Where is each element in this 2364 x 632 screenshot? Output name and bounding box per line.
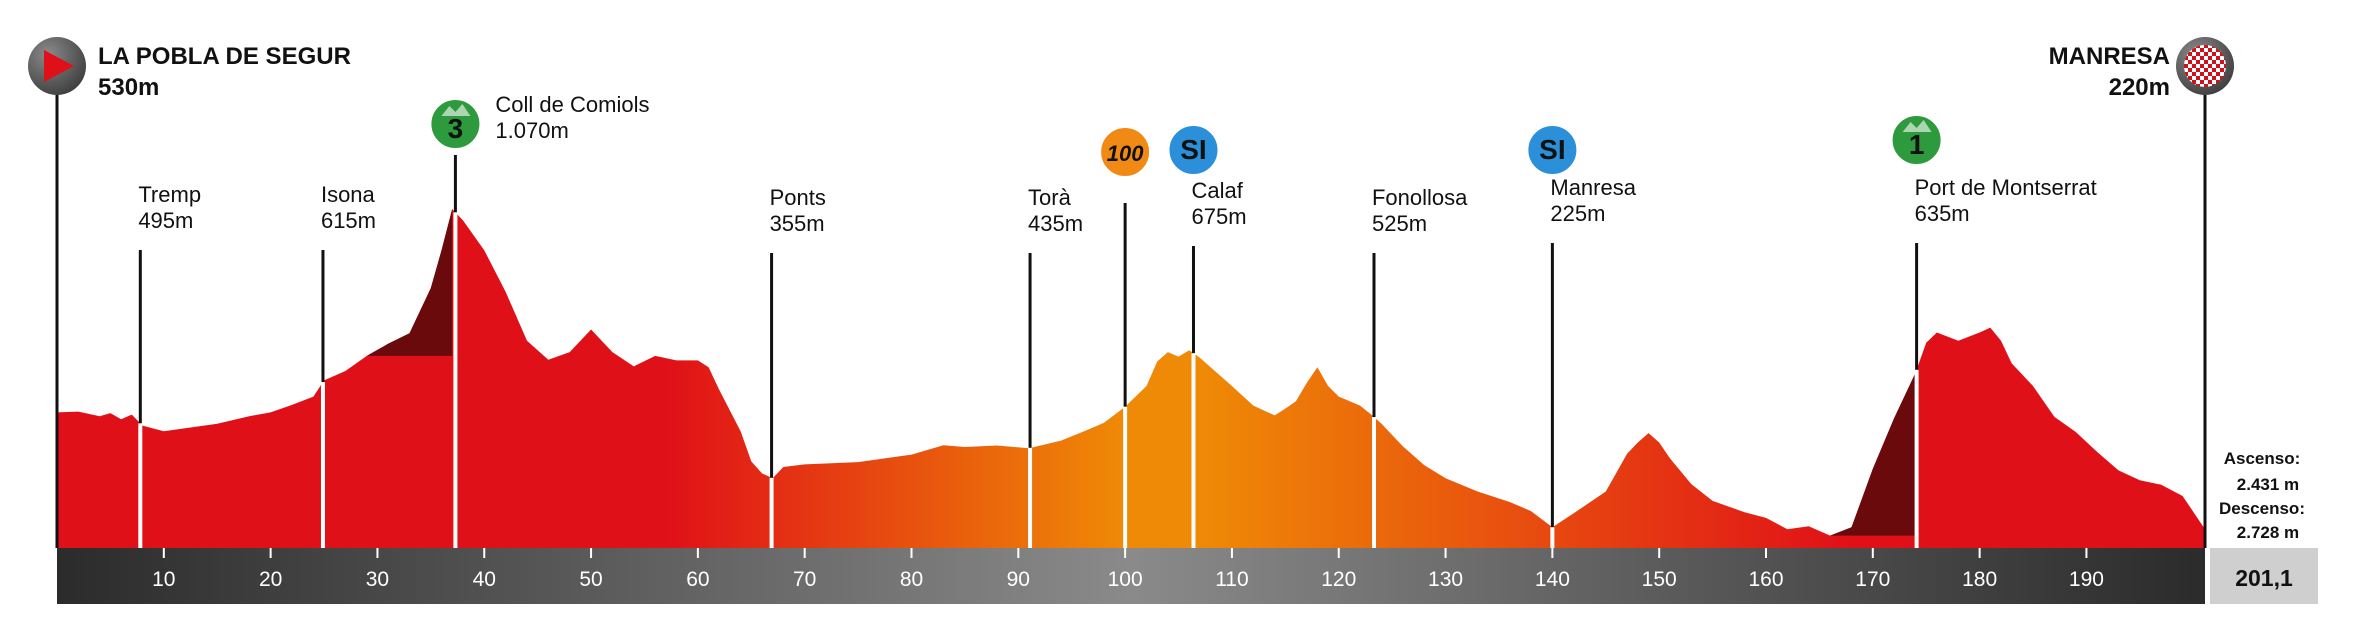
tick-label: 10 — [152, 568, 175, 591]
waypoint-altitude: 675m — [1191, 204, 1246, 229]
tick-label: 30 — [366, 568, 389, 591]
waypoint-pillars-group — [138, 155, 1919, 548]
finish-altitude: 220m — [2109, 74, 2170, 101]
climb-segments-group — [366, 209, 1916, 536]
tick-label: 140 — [1535, 568, 1570, 591]
ascent-label: Ascenso: — [2224, 449, 2301, 468]
badge-label: SI — [1539, 134, 1565, 165]
tick-label: 70 — [793, 568, 816, 591]
start-flag-icon — [28, 37, 86, 95]
badge-label: SI — [1180, 134, 1206, 165]
badge-label: 3 — [448, 113, 464, 144]
waypoint-name: Coll de Comiols — [495, 92, 649, 117]
tick-label: 190 — [2069, 568, 2104, 591]
profile-area — [57, 209, 2205, 548]
tick-label: 170 — [1855, 568, 1890, 591]
waypoint-name: Torà — [1028, 185, 1072, 210]
sprint-badge-icon — [1526, 124, 1579, 176]
tick-label: 100 — [1108, 568, 1143, 591]
tick-label: 60 — [686, 568, 709, 591]
descent-label: Descenso: — [2219, 499, 2305, 518]
tick-label: 40 — [473, 568, 496, 591]
waypoint-name: Isona — [321, 182, 376, 207]
mountain-category-badge-icon — [429, 98, 482, 150]
waypoint-name: Port de Montserrat — [1915, 175, 2097, 200]
start-altitude: 530m — [98, 74, 159, 101]
climb-segment-1 — [366, 209, 453, 356]
tick-label: 110 — [1215, 568, 1248, 591]
climb-segment-2 — [1830, 372, 1916, 536]
tick-label: 50 — [579, 568, 602, 591]
mountain-icon — [441, 104, 471, 116]
tick-label: 130 — [1428, 568, 1463, 591]
start-name: LA POBLA DE SEGUR — [98, 43, 351, 70]
tick-label: 180 — [1962, 568, 1997, 591]
waypoint-name: Tremp — [138, 182, 201, 207]
waypoint-altitude: 525m — [1372, 211, 1427, 236]
waypoint-altitude: 355m — [770, 211, 825, 236]
waypoint-altitude: 1.070m — [495, 118, 568, 143]
total-distance-value: 201,1 — [2235, 565, 2293, 591]
waypoint-altitude: 225m — [1550, 201, 1605, 226]
badge-label: 1 — [1909, 129, 1925, 160]
waypoint-altitude: 435m — [1028, 211, 1083, 236]
sprint-badge-icon — [1167, 124, 1220, 176]
tick-label: 150 — [1642, 568, 1677, 591]
distance-ticks-group: 10 20 30 40 50 60 70 80 90 100 110 120 130 140 150 160 1… — [152, 548, 2104, 591]
mountain-icon — [1902, 120, 1932, 132]
descent-value: 2.728 m — [2237, 523, 2299, 542]
waypoint-altitude: 495m — [138, 208, 193, 233]
tick-label: 90 — [1007, 568, 1030, 591]
waypoint-name: Calaf — [1191, 178, 1243, 203]
tick-label: 80 — [900, 568, 923, 591]
badge-label: 100 — [1107, 141, 1144, 166]
tick-label: 120 — [1321, 568, 1356, 591]
distance-axis-bar — [57, 548, 2205, 604]
checkered-flag-icon — [2176, 37, 2234, 95]
tick-label: 20 — [259, 568, 282, 591]
profile-area-group — [57, 209, 2205, 548]
waypoint-name: Manresa — [1550, 175, 1636, 200]
finish-name: MANRESA — [2049, 43, 2170, 70]
waypoint-name: Fonollosa — [1372, 185, 1468, 210]
ascent-value: 2.431 m — [2237, 475, 2299, 494]
mountain-category-badge-icon — [1890, 114, 1943, 166]
waypoint-altitude: 635m — [1915, 201, 1970, 226]
waypoint-name: Ponts — [770, 185, 826, 210]
km-100-badge-icon — [1099, 126, 1152, 178]
waypoint-altitude: 615m — [321, 208, 376, 233]
total-distance-box — [2210, 548, 2318, 604]
tick-label: 160 — [1748, 568, 1783, 591]
